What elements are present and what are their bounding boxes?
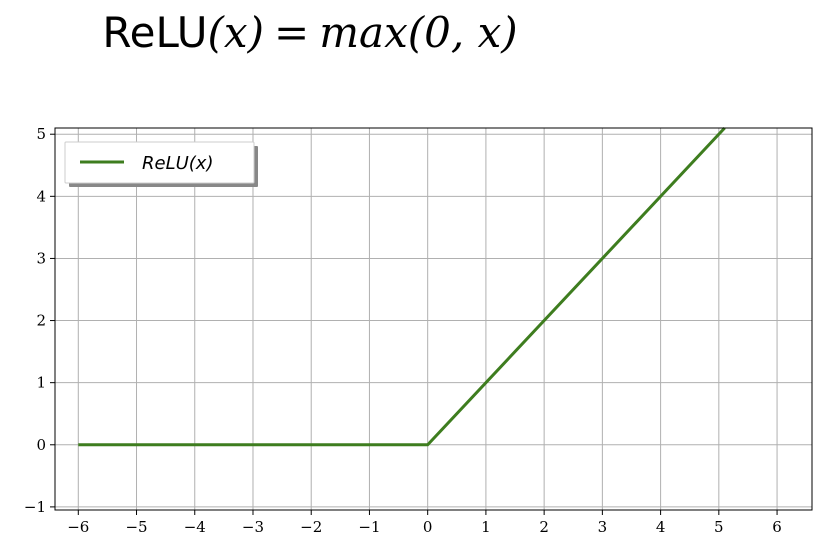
relu-series-line xyxy=(78,126,726,447)
y-tick-label: −1 xyxy=(24,498,46,516)
grid-lines xyxy=(55,128,812,510)
x-tick-label: 4 xyxy=(656,518,666,536)
y-tick-label: 2 xyxy=(36,312,46,330)
equation-argument: (x) xyxy=(207,7,264,57)
equation-rhs: max(0, x) xyxy=(319,7,518,57)
equation-function-name: ReLU xyxy=(102,7,208,57)
series-layer xyxy=(78,126,726,447)
x-tick-label: −4 xyxy=(184,518,206,536)
plot-background xyxy=(55,128,812,510)
x-tick-label: 0 xyxy=(423,518,433,536)
y-tick-label: 0 xyxy=(36,436,46,454)
axis-ticks: −6 −5 −4 −3 −2 −1 0 1 2 3 4 5 6 −1 0 1 2 3 4 5 xyxy=(24,125,782,536)
y-tick-label: 5 xyxy=(36,125,46,143)
x-tick-label: 2 xyxy=(539,518,549,536)
y-tick-label: 4 xyxy=(36,187,46,205)
equation-title: ReLU (x) = max(0, x) xyxy=(0,0,620,64)
x-tick-label: 5 xyxy=(714,518,724,536)
x-tick-label: −1 xyxy=(358,518,380,536)
y-tick-label: 1 xyxy=(36,374,46,392)
legend-label: ReLU(x) xyxy=(142,153,213,174)
x-tick-label: 1 xyxy=(481,518,491,536)
x-tick-label: 6 xyxy=(772,518,782,536)
x-tick-label: −6 xyxy=(67,518,89,536)
legend-box xyxy=(64,141,255,184)
x-tick-label: −5 xyxy=(125,518,147,536)
plot-frame xyxy=(54,127,813,511)
x-tick-label: −2 xyxy=(300,518,322,536)
legend: ReLU(x) xyxy=(64,141,258,187)
x-tick-label: −3 xyxy=(242,518,264,536)
y-tick-label: 3 xyxy=(36,249,46,267)
equation-equals: = xyxy=(274,7,310,57)
x-tick-label: 3 xyxy=(598,518,608,536)
